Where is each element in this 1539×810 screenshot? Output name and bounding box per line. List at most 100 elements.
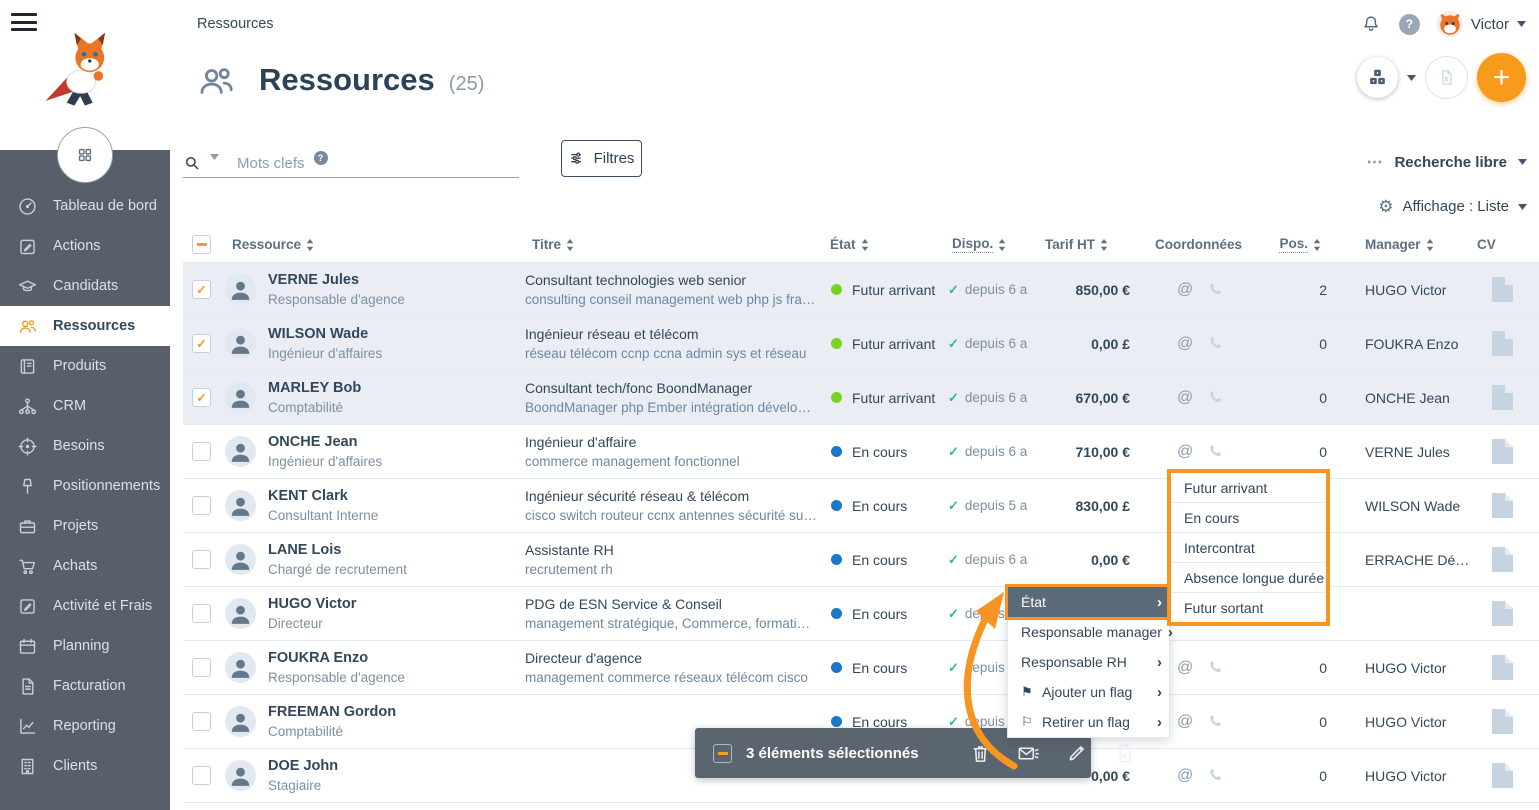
help-icon[interactable]: ?: [1398, 13, 1420, 35]
cv-file-icon[interactable]: [1491, 709, 1513, 734]
sidebar-item-positionnements[interactable]: Positionnements: [0, 466, 170, 506]
submenu-item-intercontrat[interactable]: Intercontrat: [1171, 533, 1326, 563]
phone-icon[interactable]: [1206, 766, 1225, 785]
mail-button[interactable]: [1017, 742, 1040, 765]
cv-file-icon[interactable]: [1491, 331, 1513, 356]
chevron-down-icon[interactable]: [1407, 74, 1416, 81]
context-menu-item-responsable-manager[interactable]: Responsable manager ›: [1008, 617, 1173, 647]
delete-button[interactable]: [969, 742, 992, 765]
submenu-item-futur-arrivant[interactable]: Futur arrivant: [1171, 473, 1326, 503]
context-menu-item-responsable-rh[interactable]: Responsable RH ›: [1008, 647, 1169, 677]
sidebar-item-produits[interactable]: Produits: [0, 346, 170, 386]
submenu-item-futur-sortant[interactable]: Futur sortant: [1171, 593, 1326, 622]
help-icon[interactable]: ?: [313, 151, 328, 165]
row-checkbox[interactable]: [192, 550, 211, 569]
email-icon[interactable]: @: [1177, 766, 1194, 784]
sidebar-item-crm[interactable]: CRM: [0, 386, 170, 426]
sidebar-item-besoins[interactable]: Besoins: [0, 426, 170, 466]
email-icon[interactable]: @: [1177, 388, 1194, 406]
bell-icon[interactable]: [1360, 12, 1382, 36]
sidebar-item-ressources[interactable]: Ressources: [0, 306, 170, 346]
cv-file-icon[interactable]: [1491, 277, 1513, 302]
sidebar-item-achats[interactable]: Achats: [0, 546, 170, 586]
sidebar-item-activite-et-frais[interactable]: Activité et Frais: [0, 586, 170, 626]
row-checkbox[interactable]: ✓: [192, 388, 211, 407]
table-row[interactable]: LANE Lois Chargé de recrutement Assistante…: [183, 532, 1539, 586]
column-header-pos[interactable]: Pos.: [1279, 236, 1308, 253]
phone-icon[interactable]: [1206, 388, 1225, 407]
table-row[interactable]: ONCHE Jean Ingénieur d'affaires Ingénieur …: [183, 424, 1539, 478]
email-icon[interactable]: @: [1177, 442, 1194, 460]
cv-file-icon[interactable]: [1491, 547, 1513, 572]
table-row[interactable]: FOUKRA Enzo Responsable d'agence Directeur…: [183, 640, 1539, 694]
cv-file-icon[interactable]: [1491, 439, 1513, 464]
keyword-search-input[interactable]: Mots clefs ?: [183, 149, 519, 178]
cv-file-icon[interactable]: [1491, 385, 1513, 410]
row-checkbox[interactable]: [192, 658, 211, 677]
row-checkbox[interactable]: ✓: [192, 334, 211, 353]
email-icon[interactable]: @: [1177, 280, 1194, 298]
sidebar-item-projets[interactable]: Projets: [0, 506, 170, 546]
cv-file-icon[interactable]: [1491, 655, 1513, 680]
table-row[interactable]: ✓ MARLEY Bob Comptabilité Consultant tech/f…: [183, 370, 1539, 424]
email-icon[interactable]: @: [1177, 334, 1194, 352]
sidebar-item-planning[interactable]: Planning: [0, 626, 170, 666]
table-row[interactable]: DRH: [183, 802, 1539, 810]
context-menu-item-ajouter-un-flag[interactable]: ⚑ Ajouter un flag ›: [1008, 677, 1169, 707]
sort-icon[interactable]: [1313, 238, 1321, 251]
column-header-tarif[interactable]: Tarif HT: [1045, 237, 1095, 252]
submenu-item-absence-longue-duree[interactable]: Absence longue durée: [1171, 563, 1326, 593]
add-button[interactable]: +: [1477, 53, 1526, 102]
sort-icon[interactable]: [1100, 238, 1108, 251]
export-excel-button[interactable]: [1113, 742, 1136, 765]
phone-icon[interactable]: [1206, 712, 1225, 731]
email-icon[interactable]: @: [1177, 712, 1194, 730]
table-row[interactable]: ✓ VERNE Jules Responsable d'agence Consulta…: [183, 262, 1539, 316]
sidebar-item-clients[interactable]: Clients: [0, 746, 170, 786]
phone-icon[interactable]: [1206, 658, 1225, 677]
column-header-manager[interactable]: Manager: [1365, 237, 1421, 252]
table-row[interactable]: ✓ WILSON Wade Ingénieur d'affaires Ingénieu…: [183, 316, 1539, 370]
gear-icon[interactable]: ⚙: [1378, 197, 1394, 216]
selection-checkbox[interactable]: [713, 743, 732, 763]
phone-icon[interactable]: [1206, 442, 1225, 461]
column-header-dispo[interactable]: Dispo.: [952, 236, 994, 253]
display-mode-dropdown[interactable]: ⚙ Affichage : Liste: [1378, 198, 1527, 215]
row-checkbox[interactable]: [192, 496, 211, 515]
select-all-checkbox[interactable]: [192, 235, 211, 254]
context-menu-item-etat[interactable]: État ›: [1005, 584, 1172, 620]
edit-button[interactable]: [1065, 742, 1088, 765]
sidebar-item-tableau-de-bord[interactable]: Tableau de bord: [0, 186, 170, 226]
context-menu-item-retirer-un-flag[interactable]: ⚐ Retirer un flag ›: [1008, 707, 1169, 737]
row-checkbox[interactable]: ✓: [192, 280, 211, 299]
sort-icon[interactable]: [1426, 238, 1434, 251]
sidebar-item-candidats[interactable]: Candidats: [0, 266, 170, 306]
sidebar-item-facturation[interactable]: Facturation: [0, 666, 170, 706]
row-checkbox[interactable]: [192, 712, 211, 731]
cv-file-icon[interactable]: [1491, 493, 1513, 518]
phone-icon[interactable]: [1206, 280, 1225, 299]
sort-icon[interactable]: [566, 238, 574, 251]
column-header-etat[interactable]: État: [830, 237, 856, 252]
sort-icon[interactable]: [998, 238, 1006, 251]
sort-icon[interactable]: [861, 238, 869, 251]
chevron-down-icon[interactable]: [210, 154, 228, 172]
cv-file-icon[interactable]: [1491, 763, 1513, 788]
random-pick-button[interactable]: [1357, 57, 1398, 98]
submenu-item-en-cours[interactable]: En cours: [1171, 503, 1326, 533]
app-launcher-button[interactable]: [57, 127, 113, 183]
column-header-titre[interactable]: Titre: [532, 237, 562, 252]
cv-file-icon[interactable]: [1491, 601, 1513, 626]
sort-icon[interactable]: [306, 238, 314, 251]
free-search-dropdown[interactable]: ⋯ Recherche libre: [1366, 152, 1527, 172]
row-checkbox[interactable]: [192, 604, 211, 623]
user-menu[interactable]: Victor: [1436, 11, 1526, 37]
sidebar-item-actions[interactable]: Actions: [0, 226, 170, 266]
export-excel-button[interactable]: [1425, 56, 1468, 99]
sidebar-item-reporting[interactable]: Reporting: [0, 706, 170, 746]
column-header-ressource[interactable]: Ressource: [232, 237, 302, 252]
filters-button[interactable]: Filtres: [561, 140, 642, 177]
hamburger-menu-icon[interactable]: [11, 13, 37, 33]
email-icon[interactable]: @: [1177, 658, 1194, 676]
phone-icon[interactable]: [1206, 334, 1225, 353]
